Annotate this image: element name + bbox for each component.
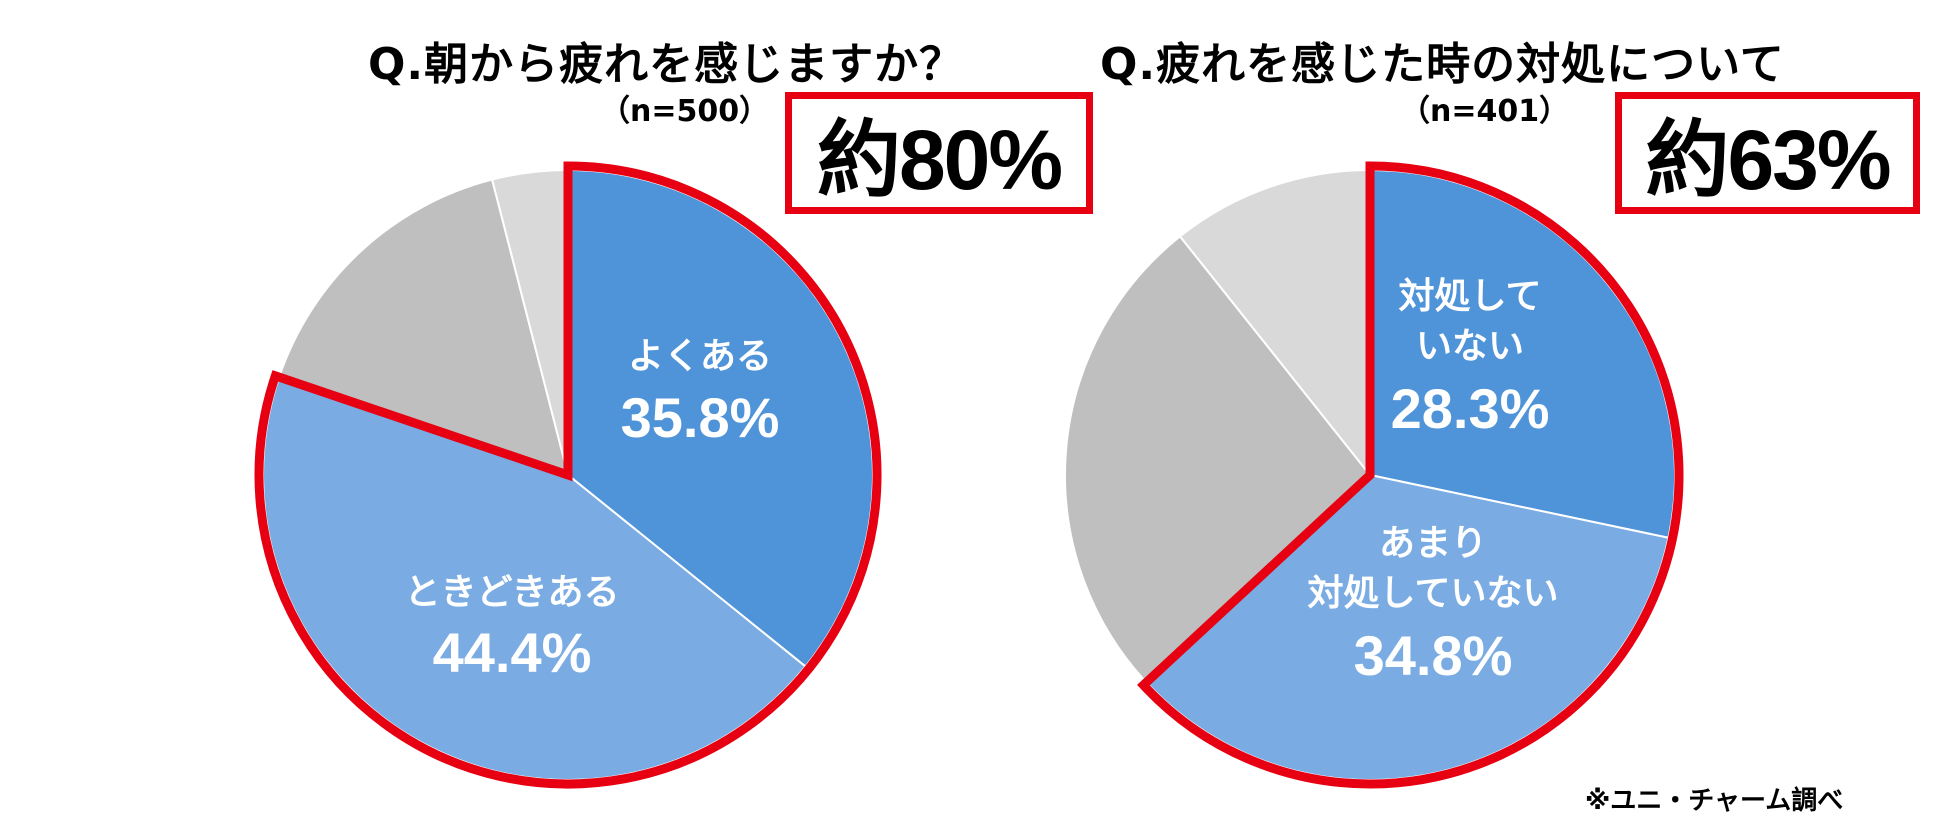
chart2-slice-4 bbox=[1178, 168, 1371, 478]
chart1-slice-2-value: 44.4% bbox=[433, 621, 592, 684]
chart1-slice-1-value: 35.8% bbox=[621, 386, 780, 449]
chart2-callout: 約63% bbox=[1615, 92, 1920, 214]
chart2-highlight-outline bbox=[1137, 161, 1684, 789]
chart2-slice-2-label: あまり対処していない bbox=[1308, 522, 1559, 613]
chart1-highlight-outline bbox=[254, 161, 882, 789]
chart1-slice-1-label: よくある bbox=[628, 335, 772, 376]
chart2-slice-2-value: 34.8% bbox=[1354, 624, 1513, 687]
chart2-title: Q.疲れを感じた時の対処について bbox=[1100, 39, 1785, 90]
chart1-callout: 約80% bbox=[785, 92, 1093, 214]
chart2-slice-1-value: 28.3% bbox=[1391, 377, 1550, 440]
chart2-subtitle: （n=401） bbox=[1400, 94, 1570, 129]
chart1-title: Q.朝から疲れを感じますか？ bbox=[368, 39, 965, 90]
source-note: ※ユニ・チャーム調べ bbox=[1585, 786, 1844, 816]
chart2-slice-1-label: 対処していない bbox=[1399, 275, 1542, 366]
chart1-subtitle: （n=500） bbox=[600, 94, 770, 129]
chart1-slice-2-label: ときどきある bbox=[405, 571, 620, 612]
chart2-slice-3 bbox=[1064, 234, 1372, 684]
